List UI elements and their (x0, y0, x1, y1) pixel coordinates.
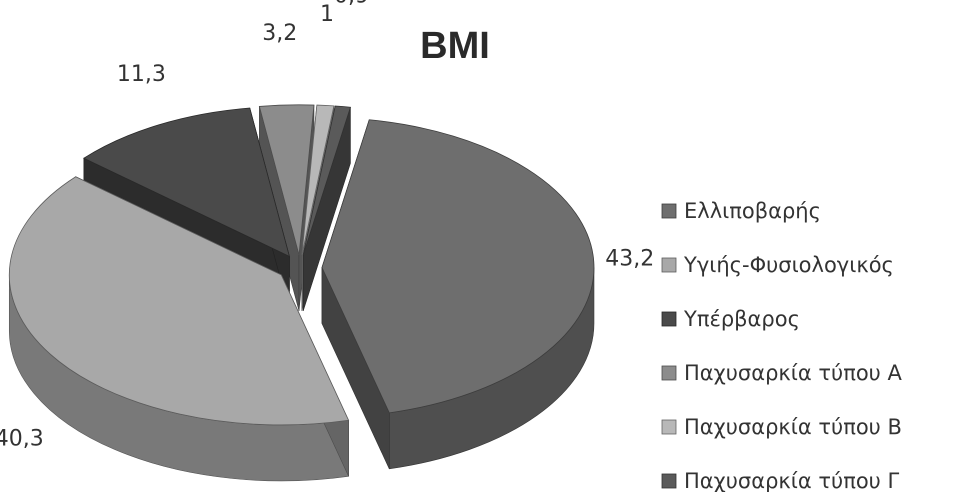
legend-swatch (662, 420, 676, 434)
legend-swatch (662, 204, 676, 218)
legend-label: Υπέρβαρος (683, 307, 800, 331)
pie-slice (322, 120, 594, 469)
data-label: 40,3 (0, 427, 44, 452)
legend-swatch (662, 366, 676, 380)
legend: Ελλιποβαρής Υγιής-Φυσιολογικός Υπέρβαρος Πα… (662, 199, 903, 492)
data-label: 11,3 (117, 62, 166, 87)
legend-item: Υπέρβαρος (662, 307, 800, 331)
data-label: 3,2 (262, 21, 297, 46)
data-label: 1 (320, 2, 334, 27)
pie-layer (9, 105, 594, 481)
legend-swatch (662, 474, 676, 488)
legend-item: Παχυσαρκία τύπου Β (662, 415, 902, 439)
legend-item: Ελλιποβαρής (662, 199, 821, 223)
legend-label: Παχυσαρκία τύπου Α (684, 361, 903, 385)
legend-label: Ελλιποβαρής (684, 199, 821, 223)
legend-swatch (662, 312, 676, 326)
legend-item: Υγιής-Φυσιολογικός (662, 253, 894, 277)
legend-item: Παχυσαρκία τύπου Α (662, 361, 903, 385)
chart-title: BMI (420, 25, 490, 67)
legend-item: Παχυσαρκία τύπου Γ (662, 469, 900, 492)
legend-label: Υγιής-Φυσιολογικός (683, 253, 894, 277)
legend-label: Παχυσαρκία τύπου Γ (684, 469, 900, 492)
legend-swatch (662, 258, 676, 272)
legend-label: Παχυσαρκία τύπου Β (684, 415, 902, 439)
data-label: 43,2 (605, 247, 654, 272)
data-label: 0,9 (334, 0, 369, 8)
